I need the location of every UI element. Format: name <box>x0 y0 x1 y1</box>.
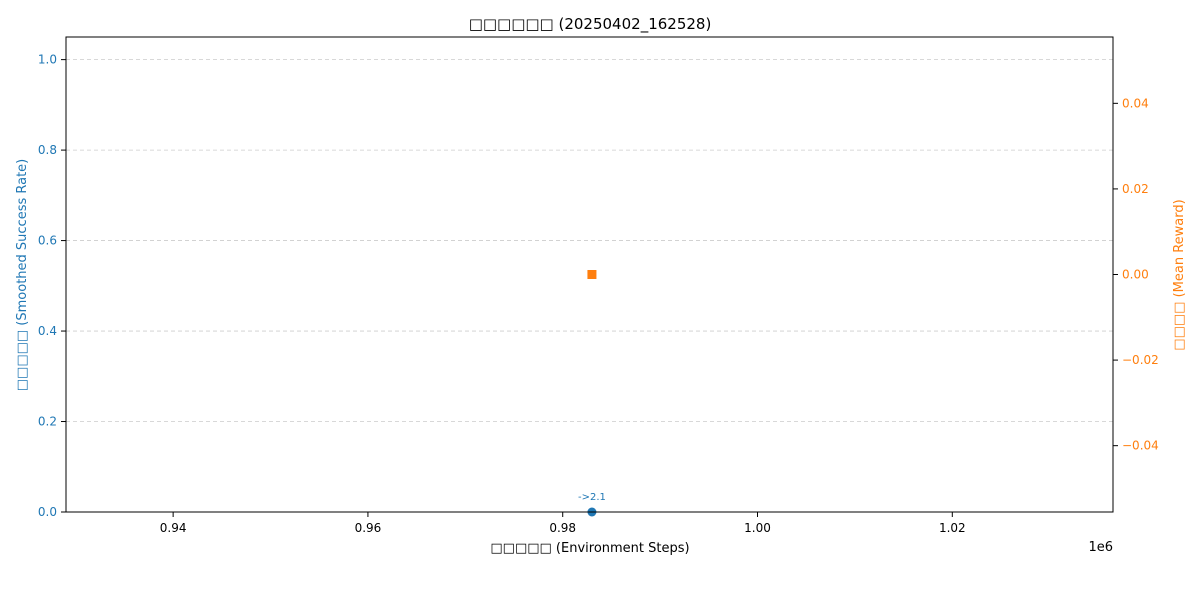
x-tick-label: 1.00 <box>744 521 771 535</box>
y-right-tick-label: −0.02 <box>1122 353 1159 367</box>
y-left-tick-label: 0.4 <box>38 324 57 338</box>
y-right-axis-label: □□□□ (Mean Reward) <box>1172 199 1187 350</box>
y-right-tick-label: 0.00 <box>1122 268 1149 282</box>
y-left-tick-label: 0.8 <box>38 143 57 157</box>
y-left-tick-label: 1.0 <box>38 53 57 67</box>
point-annotation-label: ->2.1 <box>578 492 606 503</box>
y-right-tick-label: 0.04 <box>1122 96 1149 110</box>
x-tick-label: 0.98 <box>549 521 576 535</box>
y-left-tick-label: 0.0 <box>38 505 57 519</box>
x-tick-label: 1.02 <box>939 521 966 535</box>
y-right-tick-label: −0.04 <box>1122 439 1159 453</box>
y-left-tick-label: 0.2 <box>38 415 57 429</box>
marks-layer: ->2.1 <box>578 270 606 517</box>
x-tick-label: 0.94 <box>160 521 187 535</box>
y-left-axis-label: □□□□□ (Smoothed Success Rate) <box>15 159 30 392</box>
x-axis-offset-label: 1e6 <box>1088 540 1113 555</box>
y-right-tick-label: 0.02 <box>1122 182 1149 196</box>
y-left-tick-label: 0.6 <box>38 234 57 248</box>
axes-layer: 0.94 0.96 0.98 1.00 1.02 0.0 0.2 0.4 0.6 0.8 1.0 −0… <box>38 53 1159 535</box>
grid-layer <box>66 59 1113 422</box>
x-tick-label: 0.96 <box>355 521 382 535</box>
x-axis-label: □□□□□ (Environment Steps) <box>490 541 689 556</box>
reward-point-square <box>587 270 597 279</box>
chart-title: □□□□□□ (20250402_162528) <box>469 15 712 34</box>
